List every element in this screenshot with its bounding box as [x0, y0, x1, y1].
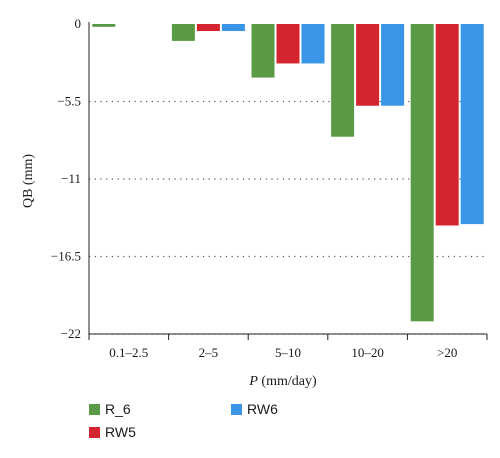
bar-rw5-3 — [276, 24, 300, 64]
bar-rw5-2 — [196, 24, 220, 32]
bar-rw6-3 — [301, 24, 325, 64]
bars — [92, 24, 484, 322]
x-axis-title-unit: (mm/day) — [258, 374, 317, 389]
x-axis-title-variable: P — [248, 374, 258, 389]
bar-r6-2 — [171, 24, 195, 41]
y-tick-label: −11 — [61, 171, 81, 186]
bar-rw5-5 — [435, 24, 459, 226]
y-tick-label: −5.5 — [57, 94, 81, 109]
x-tick-labels: 0.1–2.5 2–5 5–10 10–20 >20 — [109, 345, 457, 360]
bar-r6-4 — [331, 24, 355, 137]
bar-r6-5 — [410, 24, 434, 322]
y-tick-labels: 0 −5.5 −11 −16.5 −22 — [51, 16, 81, 341]
x-tick-label: 0.1–2.5 — [109, 345, 148, 360]
x-tick-label: 5–10 — [275, 345, 301, 360]
bar-r6-3 — [251, 24, 275, 78]
y-tick-label: −16.5 — [51, 249, 81, 264]
x-tick-label: 2–5 — [199, 345, 219, 360]
bar-rw6-4 — [381, 24, 405, 106]
x-tick-label: >20 — [437, 345, 457, 360]
legend-swatch-rw6 — [231, 404, 242, 415]
x-axis-title: P (mm/day) — [248, 374, 317, 389]
bar-rw5-4 — [356, 24, 380, 106]
bar-rw6-2 — [221, 24, 245, 32]
bar-r6-1 — [92, 24, 116, 27]
y-axis-title: QB (mm) — [21, 154, 36, 208]
legend: R_6 RW5 RW6 — [89, 401, 278, 440]
legend-swatch-r6 — [89, 404, 100, 415]
x-tick-label: 10–20 — [351, 345, 384, 360]
legend-label-rw6: RW6 — [247, 401, 278, 417]
legend-label-r6: R_6 — [105, 401, 131, 417]
legend-label-rw5: RW5 — [105, 424, 136, 440]
y-tick-label: −22 — [61, 326, 81, 341]
bar-rw6-5 — [460, 24, 484, 225]
axes — [88, 22, 488, 340]
y-tick-label: 0 — [75, 16, 82, 31]
legend-swatch-rw5 — [89, 427, 100, 438]
